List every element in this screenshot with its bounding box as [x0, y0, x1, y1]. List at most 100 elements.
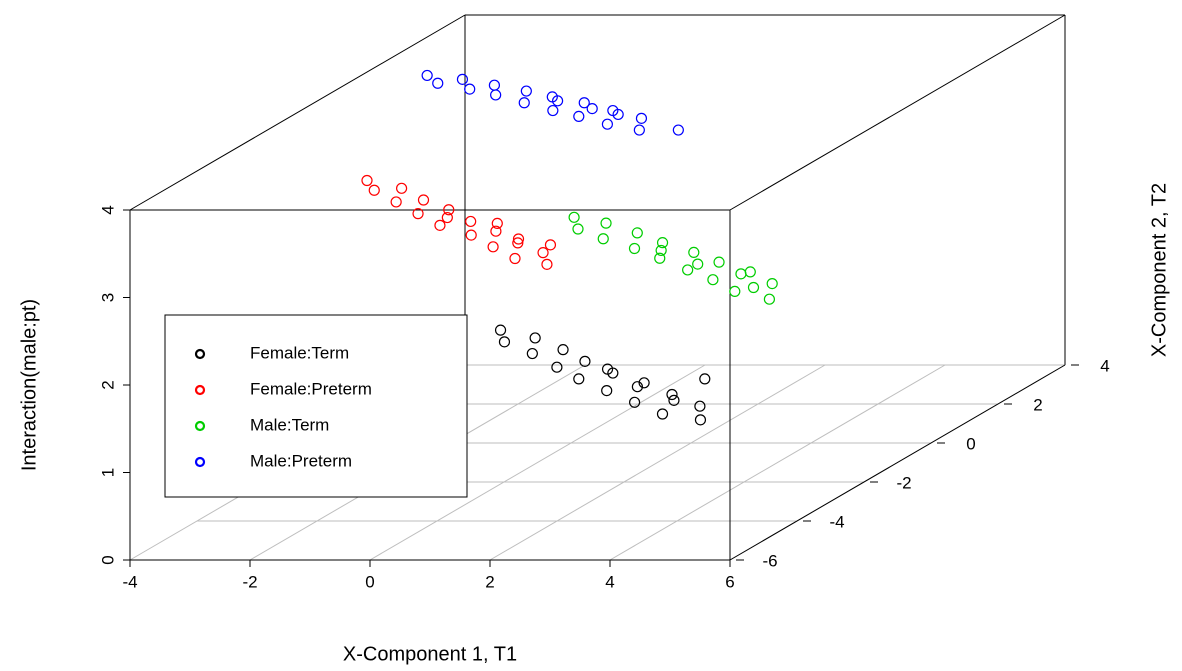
point	[361, 174, 373, 187]
point	[666, 388, 678, 401]
point	[744, 266, 756, 278]
point	[526, 347, 538, 360]
box-edge	[729, 14, 1066, 211]
legend-box	[164, 314, 468, 498]
point	[694, 414, 707, 426]
point	[601, 385, 613, 397]
grid-line	[489, 364, 826, 561]
point	[518, 97, 530, 109]
point	[586, 102, 598, 115]
z-tick-label: 0	[98, 555, 117, 564]
point	[465, 229, 477, 241]
point	[541, 258, 553, 270]
point	[573, 110, 585, 123]
point	[735, 268, 747, 280]
point	[441, 211, 453, 224]
point	[654, 252, 666, 264]
point	[520, 85, 532, 97]
point	[529, 332, 541, 344]
legend-marker	[194, 456, 206, 468]
point	[557, 344, 569, 356]
point	[491, 217, 503, 229]
point	[544, 239, 557, 251]
point	[578, 97, 590, 109]
point	[655, 244, 667, 257]
z-tick-label: 4	[98, 205, 117, 214]
point	[747, 281, 760, 294]
point	[713, 256, 725, 268]
point	[656, 237, 669, 249]
point	[668, 394, 680, 406]
box-edge	[729, 364, 1066, 561]
legend-marker	[194, 348, 206, 360]
point	[568, 211, 580, 223]
legend-marker	[194, 384, 206, 396]
point	[763, 293, 776, 305]
y-tick-label: -4	[829, 512, 844, 531]
point	[390, 196, 402, 208]
point	[631, 227, 643, 239]
point	[512, 233, 525, 245]
point	[417, 194, 430, 206]
point	[396, 182, 408, 194]
box-edge	[129, 14, 466, 211]
point	[421, 69, 433, 82]
x-tick-label: -4	[122, 572, 137, 591]
legend-label: Female:Term	[250, 343, 349, 362]
legend-label: Male:Preterm	[250, 451, 352, 470]
x-tick-label: 4	[605, 572, 614, 591]
point	[547, 104, 559, 117]
point	[537, 247, 549, 259]
x-tick-label: -2	[242, 572, 257, 591]
point	[729, 285, 741, 297]
point	[656, 408, 669, 420]
x-tick-label: 2	[485, 572, 494, 591]
point	[692, 258, 704, 270]
point	[631, 381, 644, 393]
point	[487, 241, 499, 253]
point	[672, 124, 684, 136]
y-tick-label: 0	[966, 434, 975, 453]
point	[633, 124, 645, 136]
point	[572, 223, 584, 235]
point	[498, 336, 511, 348]
legend-label: Female:Preterm	[250, 379, 372, 398]
y-tick-label: -2	[896, 473, 911, 492]
point	[512, 237, 524, 249]
point	[490, 89, 502, 101]
point	[494, 324, 507, 336]
grid-line	[369, 364, 706, 561]
point	[579, 355, 591, 367]
y-tick-label: 4	[1100, 356, 1109, 375]
point	[368, 184, 380, 196]
z-tick-label: 1	[98, 468, 117, 477]
point	[601, 118, 614, 130]
grid-line	[609, 364, 946, 561]
x-axis-title: X-Component 1, T1	[343, 643, 517, 665]
point	[597, 233, 609, 245]
point	[628, 242, 641, 255]
x-tick-label: 0	[365, 572, 374, 591]
point	[699, 373, 711, 385]
legend-marker	[194, 420, 206, 432]
x-tick-label: 6	[725, 572, 734, 591]
point	[707, 274, 719, 286]
point	[456, 73, 469, 85]
legend-label: Male:Term	[250, 415, 329, 434]
point	[434, 219, 446, 231]
point	[551, 95, 564, 107]
point	[638, 377, 650, 389]
point	[694, 400, 706, 412]
y-tick-label: 2	[1033, 395, 1042, 414]
point	[682, 264, 694, 276]
point	[488, 79, 500, 91]
point	[635, 112, 648, 124]
point	[412, 208, 424, 220]
point	[628, 396, 641, 408]
point	[766, 278, 778, 290]
y-axis-title: X-Component 2, T2	[1148, 183, 1170, 357]
y-tick-label: -6	[762, 551, 777, 570]
point	[601, 363, 614, 375]
z-tick-label: 2	[98, 380, 117, 389]
